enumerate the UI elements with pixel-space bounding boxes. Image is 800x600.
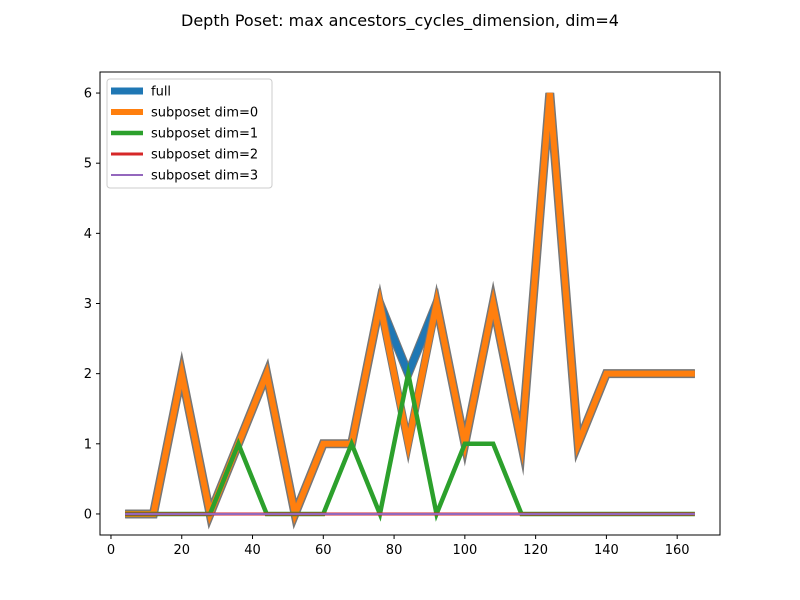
legend-label-subposet-dim-2: subposet dim=2: [151, 148, 258, 163]
legend: full subposet dim=0 subposet dim=1 subposet…: [106, 78, 273, 189]
y-tick-label: 2: [84, 367, 92, 382]
x-tick-label: 100: [452, 543, 477, 558]
legend-label-subposet-dim-1: subposet dim=1: [151, 127, 258, 142]
x-tick-label: 60: [315, 543, 332, 558]
x-axis: 0 20 40 60 80 100 120 140 160: [107, 535, 690, 558]
x-tick-label: 0: [107, 543, 115, 558]
x-tick-label: 20: [173, 543, 190, 558]
legend-label-subposet-dim-3: subposet dim=3: [151, 169, 258, 184]
x-tick-label: 80: [386, 543, 403, 558]
x-tick-label: 160: [665, 543, 690, 558]
x-tick-label: 40: [244, 543, 261, 558]
plot-area: [125, 92, 695, 530]
legend-box: [106, 78, 273, 189]
y-tick-label: 1: [84, 437, 92, 452]
y-tick-label: 0: [84, 507, 92, 522]
legend-label-subposet-dim-0: subposet dim=0: [151, 106, 258, 121]
chart-title: Depth Poset: max ancestors_cycles_dimens…: [181, 11, 619, 31]
y-tick-label: 3: [84, 297, 92, 312]
y-axis: 0 1 2 3 4 5 6: [84, 87, 100, 522]
x-tick-label: 120: [523, 543, 548, 558]
x-tick-label: 140: [594, 543, 619, 558]
legend-label-full: full: [151, 85, 171, 100]
y-tick-label: 5: [84, 157, 92, 172]
y-tick-label: 4: [84, 227, 92, 242]
y-tick-label: 6: [84, 87, 92, 102]
